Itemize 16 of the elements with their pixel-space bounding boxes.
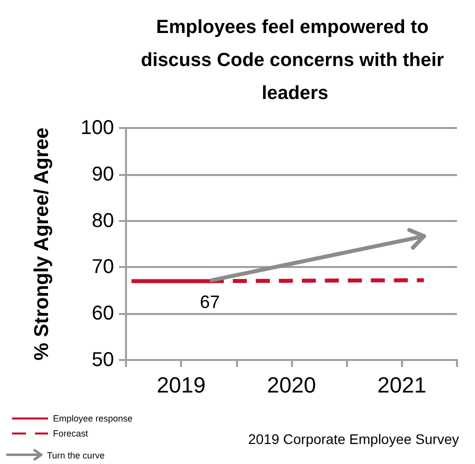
- y-axis-title: % Strongly Agree/ Agree: [31, 127, 53, 361]
- y-tick-label: 90: [92, 163, 114, 186]
- legend-label: Employee response: [53, 414, 133, 424]
- y-tick-label: 80: [92, 210, 114, 232]
- y-tick-label: 50: [92, 349, 114, 371]
- chart-title: Employees feel empowered to discuss Code concerns with their leaders: [140, 17, 450, 104]
- y-tick-label: 70: [92, 256, 114, 278]
- text: 2019 Corporate Employee Survey: [248, 431, 460, 447]
- x-tick-label: 2019: [156, 372, 206, 398]
- x-tick-label: 2020: [267, 372, 316, 398]
- text: Turn the curve: [47, 450, 105, 460]
- y-tick-label: 60: [92, 302, 114, 325]
- legend-label: Forecast: [53, 428, 89, 438]
- data-label: 67: [200, 292, 220, 312]
- y-tick-label: 100: [80, 117, 114, 139]
- x-tick-label: 2021: [377, 372, 426, 398]
